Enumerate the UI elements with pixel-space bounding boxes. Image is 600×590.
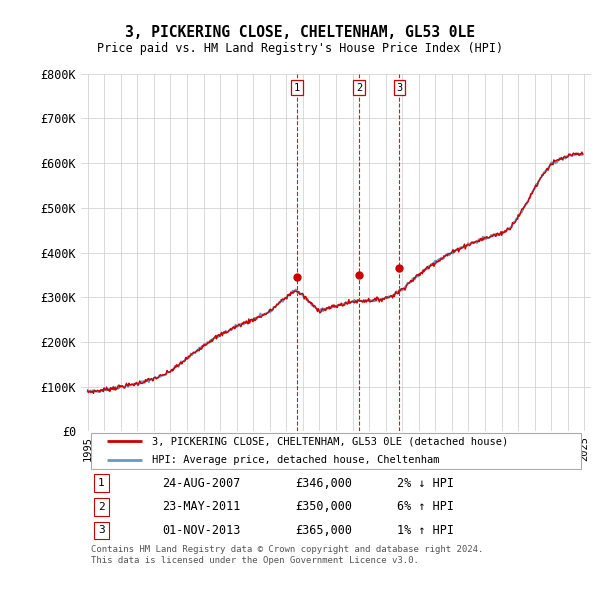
FancyBboxPatch shape (91, 433, 581, 468)
Text: £350,000: £350,000 (295, 500, 352, 513)
Text: 3: 3 (98, 526, 105, 536)
Text: 23-MAY-2011: 23-MAY-2011 (163, 500, 241, 513)
Text: Contains HM Land Registry data © Crown copyright and database right 2024.
This d: Contains HM Land Registry data © Crown c… (91, 545, 484, 565)
Text: 2: 2 (98, 502, 105, 512)
Text: 01-NOV-2013: 01-NOV-2013 (163, 524, 241, 537)
Text: Price paid vs. HM Land Registry's House Price Index (HPI): Price paid vs. HM Land Registry's House … (97, 42, 503, 55)
Text: 1: 1 (294, 83, 300, 93)
Text: 2% ↓ HPI: 2% ↓ HPI (397, 477, 454, 490)
Text: 1% ↑ HPI: 1% ↑ HPI (397, 524, 454, 537)
Text: 3, PICKERING CLOSE, CHELTENHAM, GL53 0LE: 3, PICKERING CLOSE, CHELTENHAM, GL53 0LE (125, 25, 475, 40)
Text: 24-AUG-2007: 24-AUG-2007 (163, 477, 241, 490)
Text: 2: 2 (356, 83, 362, 93)
Text: £365,000: £365,000 (295, 524, 352, 537)
Text: 3, PICKERING CLOSE, CHELTENHAM, GL53 0LE (detached house): 3, PICKERING CLOSE, CHELTENHAM, GL53 0LE… (152, 437, 509, 447)
Text: 6% ↑ HPI: 6% ↑ HPI (397, 500, 454, 513)
Text: £346,000: £346,000 (295, 477, 352, 490)
Text: HPI: Average price, detached house, Cheltenham: HPI: Average price, detached house, Chel… (152, 455, 440, 465)
Text: 1: 1 (98, 478, 105, 489)
Text: 3: 3 (397, 83, 403, 93)
